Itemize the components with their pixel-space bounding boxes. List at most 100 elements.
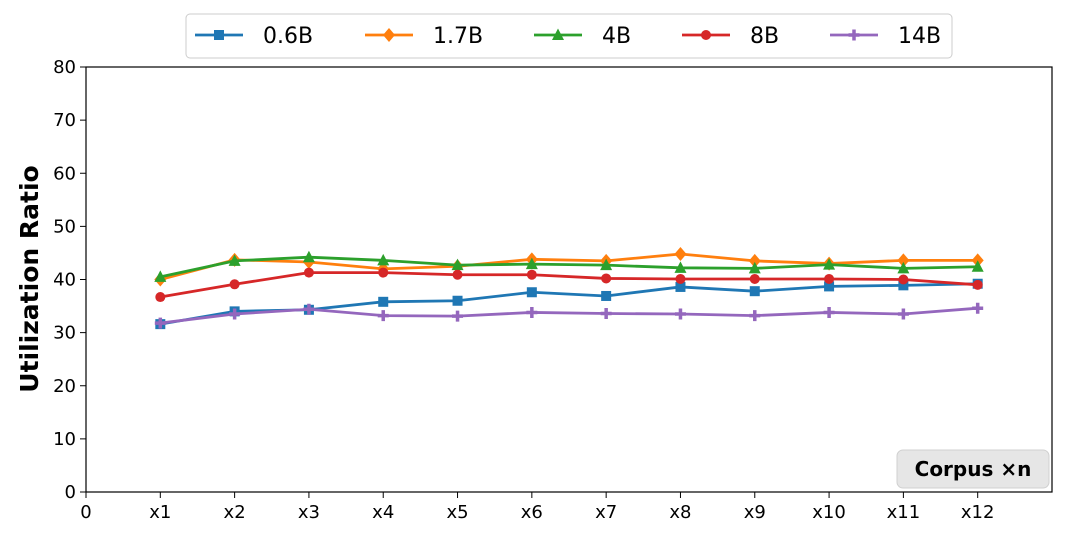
data-point-4B bbox=[897, 261, 910, 274]
series-line-4B bbox=[160, 255, 978, 279]
data-point-4B bbox=[674, 261, 687, 273]
data-point-14B bbox=[229, 308, 241, 320]
legend-item-8B: 8B bbox=[682, 24, 779, 49]
x-tick-label: x4 bbox=[372, 502, 394, 523]
legend-marker bbox=[848, 29, 860, 41]
data-point-1.7B bbox=[897, 253, 910, 268]
data-point-0.6B bbox=[378, 296, 389, 307]
x-tick-label: x6 bbox=[521, 502, 543, 523]
data-point-14B bbox=[600, 308, 612, 319]
series-0.6B bbox=[155, 278, 983, 330]
data-point-14B bbox=[526, 306, 538, 318]
series-layer bbox=[154, 247, 984, 330]
data-point-14B bbox=[749, 310, 761, 322]
x-tick-label: x11 bbox=[887, 502, 921, 523]
legend-label: 0.6B bbox=[263, 24, 313, 49]
data-point-14B bbox=[303, 303, 315, 315]
data-point-4B bbox=[377, 253, 390, 266]
legend-label: 1.7B bbox=[433, 24, 483, 49]
data-point-14B bbox=[674, 308, 686, 320]
legend: 0.6B 1.7B 4B 8B 14B bbox=[185, 13, 953, 59]
data-point-0.6B bbox=[675, 281, 686, 292]
data-point-8B bbox=[675, 273, 686, 284]
series-line-8B bbox=[160, 271, 978, 299]
data-point-4B bbox=[228, 254, 241, 266]
x-tick-label: x8 bbox=[669, 502, 691, 523]
series-4B bbox=[154, 250, 984, 282]
legend-marker bbox=[701, 30, 711, 40]
data-point-1.7B bbox=[748, 253, 761, 268]
data-point-8B bbox=[155, 292, 166, 303]
data-point-8B bbox=[972, 279, 983, 290]
data-point-8B bbox=[303, 267, 314, 278]
x-tick-label: x12 bbox=[961, 502, 995, 523]
legend-marker bbox=[552, 28, 564, 40]
x-tick-label: x9 bbox=[744, 502, 766, 523]
y-tick-label: 20 bbox=[53, 376, 76, 397]
data-point-8B bbox=[749, 273, 760, 284]
series-line-14B bbox=[160, 306, 978, 325]
data-point-14B bbox=[897, 308, 909, 320]
data-point-14B bbox=[823, 306, 835, 318]
y-tick-label: 80 bbox=[53, 57, 76, 78]
data-point-4B bbox=[600, 258, 613, 271]
data-point-14B bbox=[377, 310, 389, 322]
data-point-4B bbox=[525, 257, 538, 270]
data-point-4B bbox=[451, 258, 464, 271]
x-tick-label: x7 bbox=[595, 502, 617, 523]
y-tick-label: 40 bbox=[53, 270, 76, 291]
data-point-1.7B bbox=[674, 247, 687, 261]
legend-label: 4B bbox=[602, 24, 631, 49]
data-point-4B bbox=[154, 270, 167, 282]
data-point-14B bbox=[452, 310, 464, 322]
series-8B bbox=[155, 267, 983, 303]
legend-item-1.7B: 1.7B bbox=[365, 24, 483, 49]
y-axis-label: Utilization Ratio bbox=[15, 165, 44, 392]
y-tick-label: 60 bbox=[53, 163, 76, 184]
legend-label: 8B bbox=[750, 24, 779, 49]
data-point-14B bbox=[154, 317, 166, 329]
y-tick-label: 70 bbox=[53, 110, 76, 131]
x-tick-label: 0 bbox=[80, 502, 91, 523]
legend-marker bbox=[383, 28, 395, 42]
data-point-0.6B bbox=[526, 287, 537, 298]
x-tick-label: x3 bbox=[298, 502, 320, 523]
axes-layer: 0 10 20 30 40 50 60 70 80 0 x1 x2 x3 x4 x5 x6 x7 x8 x9 x10 x… bbox=[53, 57, 1053, 523]
x-tick-label: x1 bbox=[149, 502, 171, 523]
y-tick-label: 30 bbox=[53, 323, 76, 344]
y-tick-label: 10 bbox=[53, 429, 76, 450]
data-point-4B bbox=[748, 261, 761, 274]
data-point-0.6B bbox=[824, 281, 835, 292]
data-point-8B bbox=[601, 273, 612, 284]
legend-item-14B: 14B bbox=[830, 24, 941, 49]
data-point-8B bbox=[452, 269, 463, 280]
series-line-0.6B bbox=[160, 282, 978, 326]
y-tick-label: 50 bbox=[53, 216, 76, 237]
x-tick-label: x10 bbox=[812, 502, 846, 523]
data-point-4B bbox=[971, 260, 984, 272]
series-line-1.7B bbox=[159, 252, 978, 281]
y-tick-label: 0 bbox=[65, 482, 76, 503]
data-point-8B bbox=[229, 279, 240, 290]
legend-item-0.6B: 0.6B bbox=[195, 24, 313, 49]
legend-label: 14B bbox=[898, 24, 941, 49]
legend-item-4B: 4B bbox=[534, 24, 631, 49]
data-point-0.6B bbox=[898, 280, 909, 291]
data-point-14B bbox=[972, 302, 984, 314]
data-point-8B bbox=[898, 274, 909, 285]
data-point-0.6B bbox=[601, 290, 612, 301]
corpus-annotation: Corpus ×n bbox=[915, 457, 1032, 481]
x-tick-label: x5 bbox=[446, 502, 468, 523]
series-14B bbox=[154, 302, 984, 329]
data-point-8B bbox=[526, 269, 537, 280]
data-point-4B bbox=[823, 258, 836, 270]
legend-marker bbox=[214, 30, 224, 40]
x-tick-label: x2 bbox=[224, 502, 246, 523]
data-point-4B bbox=[302, 250, 315, 263]
data-point-0.6B bbox=[452, 295, 463, 306]
annotation-box: Corpus ×n bbox=[896, 449, 1050, 489]
data-point-0.6B bbox=[749, 286, 760, 297]
data-point-8B bbox=[824, 273, 835, 284]
data-point-8B bbox=[378, 267, 389, 278]
